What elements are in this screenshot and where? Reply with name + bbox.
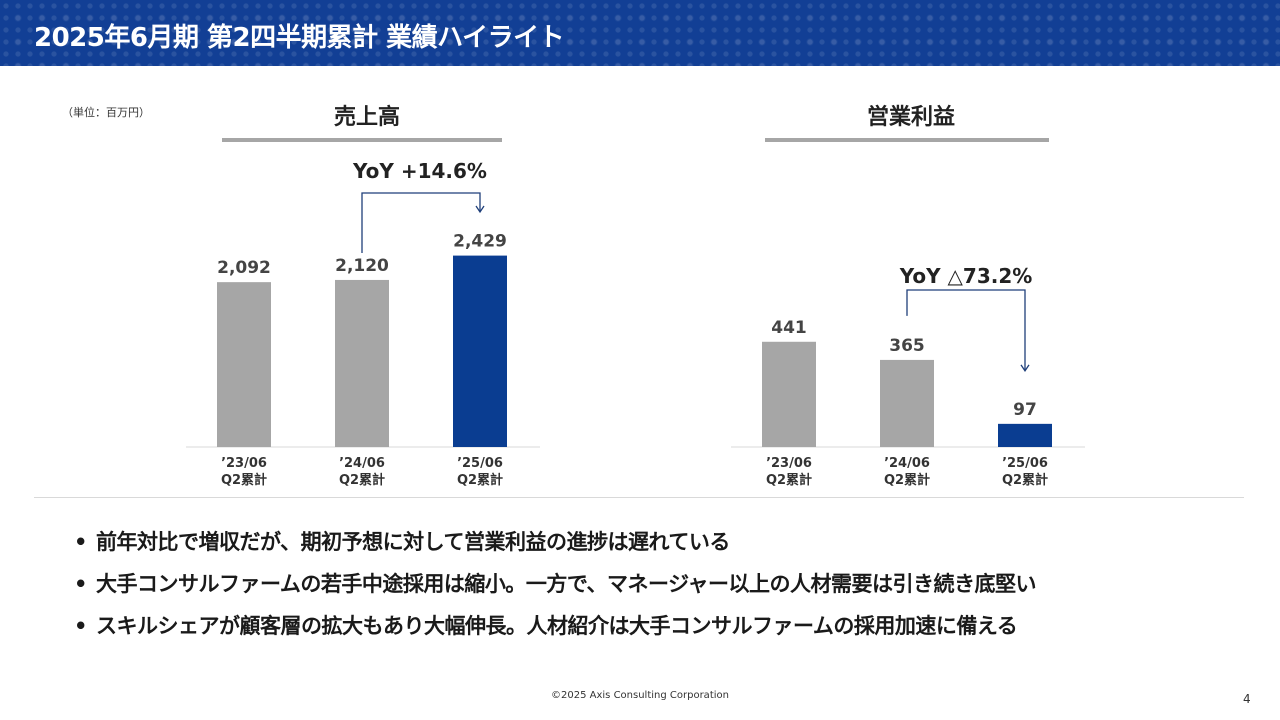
yoy-label: YoY +14.6% (352, 159, 487, 183)
unit-note: （単位：百万円） (62, 106, 150, 119)
x-tick-label: ’25/06 (1002, 456, 1048, 471)
x-tick-label: Q2累計 (766, 472, 812, 488)
page-number: 4 (1243, 692, 1251, 706)
data-label: 2,120 (335, 256, 389, 276)
bullet-text: 前年対比で増収だが、期初予想に対して営業利益の進捗は遅れている (96, 530, 730, 554)
bullet-item: • 大手コンサルファームの若手中途採用は縮小。一方で、マネージャー以上の人材需要… (72, 568, 1037, 610)
bar (217, 282, 271, 447)
page-title: 2025年6月期 第2四半期累計 業績ハイライト (34, 23, 565, 53)
data-label: 97 (1013, 400, 1037, 420)
bullet-list: • 前年対比で増収だが、期初予想に対して営業利益の進捗は遅れている • 大手コン… (72, 526, 1037, 652)
bar (762, 341, 816, 447)
x-tick-label: Q2累計 (1002, 472, 1048, 488)
x-tick-label: ’25/06 (457, 456, 503, 471)
x-tick-label: Q2累計 (221, 472, 267, 488)
bar (453, 255, 507, 447)
copyright: ©2025 Axis Consulting Corporation (551, 690, 729, 701)
chart-title: 営業利益 (867, 104, 955, 130)
data-label: 2,429 (453, 232, 507, 252)
bullet-text: 大手コンサルファームの若手中途採用は縮小。一方で、マネージャー以上の人材需要は引… (96, 572, 1037, 596)
x-tick-label: Q2累計 (339, 472, 385, 488)
x-tick-label: ’23/06 (766, 456, 812, 471)
bullet-text: スキルシェアが顧客層の拡大もあり大幅伸長。人材紹介は大手コンサルファームの採用加… (96, 614, 1018, 638)
bullet-marker: • (74, 572, 87, 596)
charts-area: 売上高2,092’23/06Q2累計2,120’24/06Q2累計2,429’2… (186, 104, 1085, 488)
x-tick-label: ’23/06 (221, 456, 267, 471)
bar (998, 423, 1052, 447)
header-bar: 2025年6月期 第2四半期累計 業績ハイライト (0, 0, 1280, 66)
chart-title: 売上高 (334, 104, 400, 130)
x-tick-label: Q2累計 (884, 472, 930, 488)
yoy-bracket (361, 192, 481, 253)
x-tick-label: ’24/06 (884, 456, 930, 471)
bullet-item: • スキルシェアが顧客層の拡大もあり大幅伸長。人材紹介は大手コンサルファームの採… (72, 610, 1036, 652)
bullet-marker: • (74, 530, 87, 554)
data-label: 2,092 (217, 258, 271, 278)
title-underline (222, 138, 502, 142)
bullet-item: • 前年対比で増収だが、期初予想に対して営業利益の進捗は遅れている (72, 526, 1036, 568)
yoy-label: YoY △73.2% (899, 264, 1033, 288)
x-tick-label: ’24/06 (339, 456, 385, 471)
bar (335, 279, 389, 447)
title-underline (765, 138, 1049, 142)
bullet-marker: • (74, 614, 87, 638)
bar (880, 359, 934, 447)
data-label: 441 (771, 318, 807, 338)
data-label: 365 (889, 336, 925, 356)
yoy-arrowhead (475, 205, 485, 214)
yoy-arrowhead (1020, 364, 1030, 373)
section-divider (34, 497, 1244, 498)
yoy-bracket (906, 289, 1026, 370)
x-tick-label: Q2累計 (457, 472, 503, 488)
